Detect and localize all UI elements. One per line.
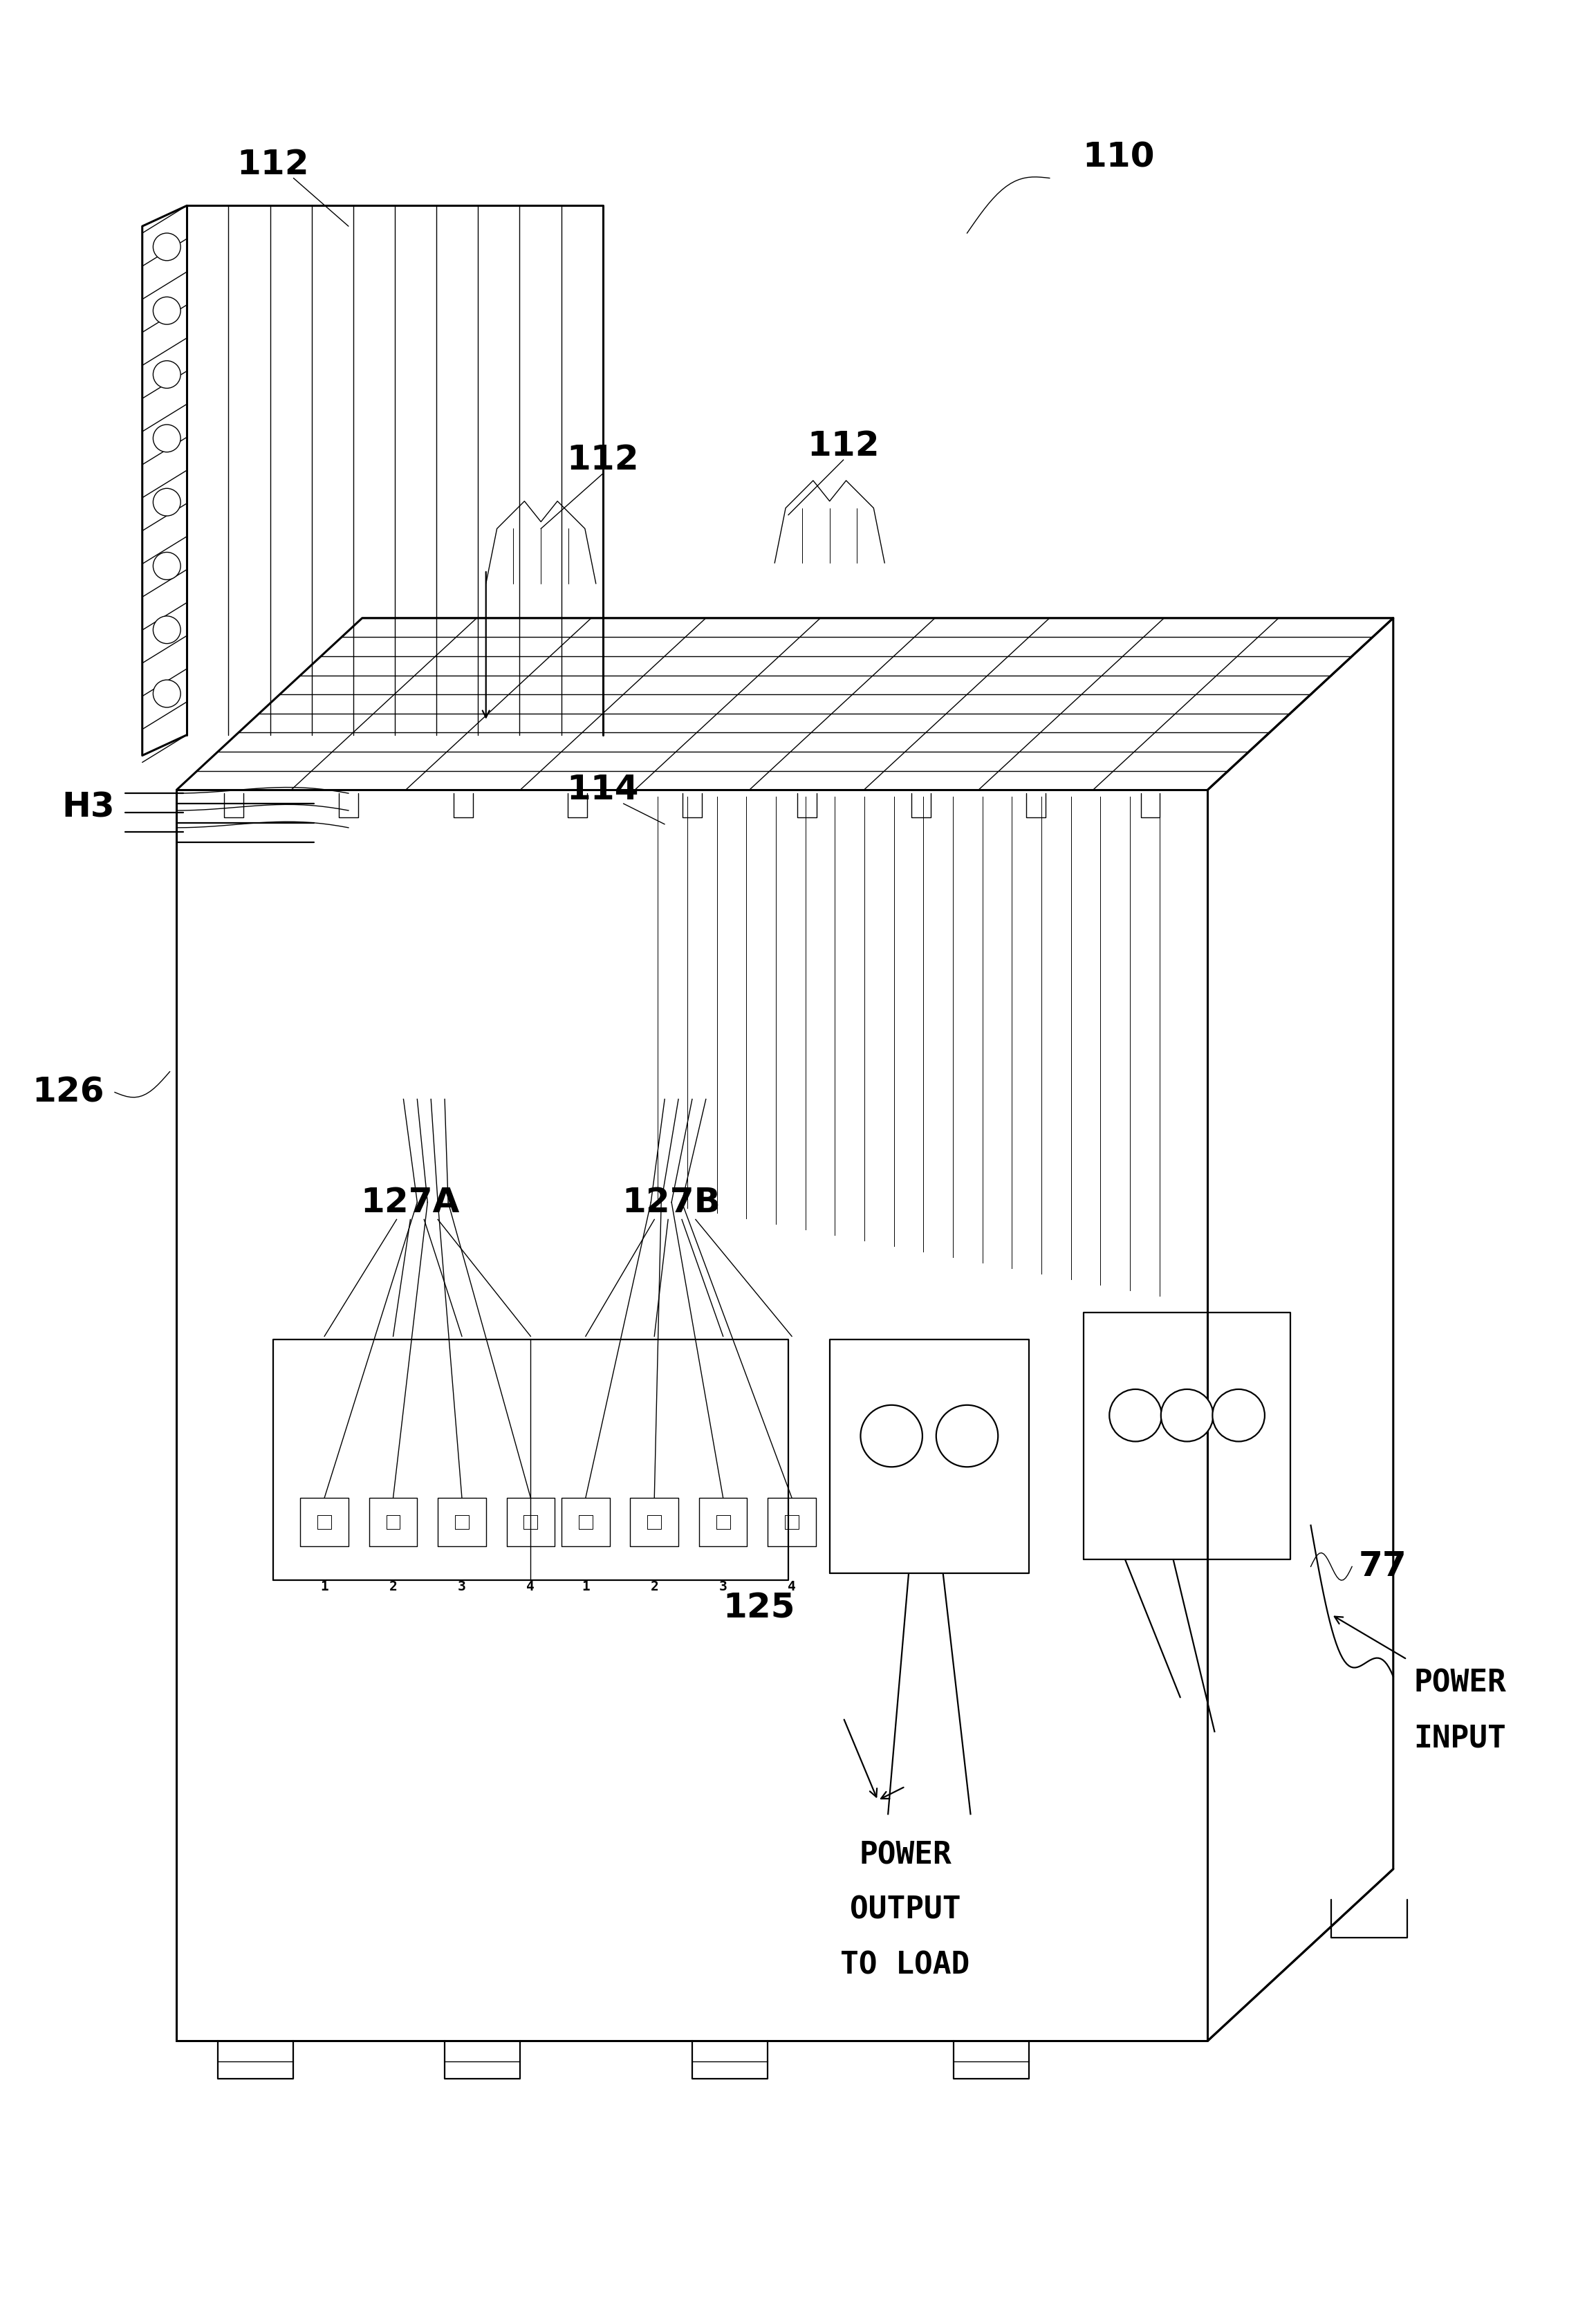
Text: 114: 114 — [567, 774, 638, 806]
Circle shape — [153, 679, 180, 707]
Text: 77: 77 — [1358, 1549, 1408, 1584]
Circle shape — [153, 617, 180, 644]
Text: 112: 112 — [808, 429, 879, 462]
Text: 3: 3 — [458, 1579, 466, 1593]
Circle shape — [1109, 1390, 1162, 1441]
Text: 4: 4 — [788, 1579, 796, 1593]
Text: 126: 126 — [32, 1076, 104, 1108]
Text: INPUT: INPUT — [1414, 1723, 1507, 1753]
Text: H3: H3 — [62, 790, 115, 824]
Text: OUTPUT: OUTPUT — [849, 1896, 961, 1926]
Circle shape — [153, 298, 180, 323]
Circle shape — [153, 360, 180, 388]
Circle shape — [1160, 1390, 1213, 1441]
Circle shape — [153, 233, 180, 261]
Text: 4: 4 — [527, 1579, 535, 1593]
Circle shape — [153, 490, 180, 515]
Text: 1: 1 — [581, 1579, 589, 1593]
Text: 3: 3 — [720, 1579, 728, 1593]
Circle shape — [153, 425, 180, 453]
Text: 125: 125 — [723, 1591, 795, 1626]
Text: 112: 112 — [567, 443, 638, 476]
Text: 112: 112 — [236, 148, 310, 180]
Circle shape — [1213, 1390, 1264, 1441]
Text: TO LOAD: TO LOAD — [841, 1951, 970, 1981]
Text: 110: 110 — [1082, 141, 1154, 173]
Circle shape — [860, 1406, 922, 1466]
Text: POWER: POWER — [1414, 1669, 1507, 1699]
Text: 2: 2 — [389, 1579, 397, 1593]
Text: 1: 1 — [321, 1579, 329, 1593]
Text: 127B: 127B — [622, 1187, 721, 1219]
Circle shape — [937, 1406, 998, 1466]
Circle shape — [153, 552, 180, 580]
Text: 2: 2 — [650, 1579, 659, 1593]
Text: 127A: 127A — [361, 1187, 460, 1219]
Text: POWER: POWER — [859, 1840, 951, 1870]
